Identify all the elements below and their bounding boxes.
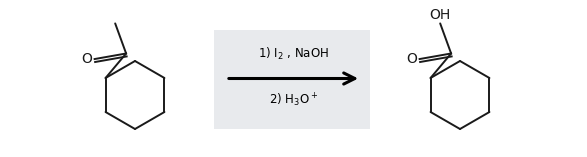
Bar [214,30,370,129]
Text: O: O [406,52,417,66]
Text: O: O [81,52,92,66]
Text: 2) H$_3$O$^+$: 2) H$_3$O$^+$ [269,92,318,109]
Text: OH: OH [430,8,451,22]
Text: 1) I$_2$ , NaOH: 1) I$_2$ , NaOH [258,45,329,62]
